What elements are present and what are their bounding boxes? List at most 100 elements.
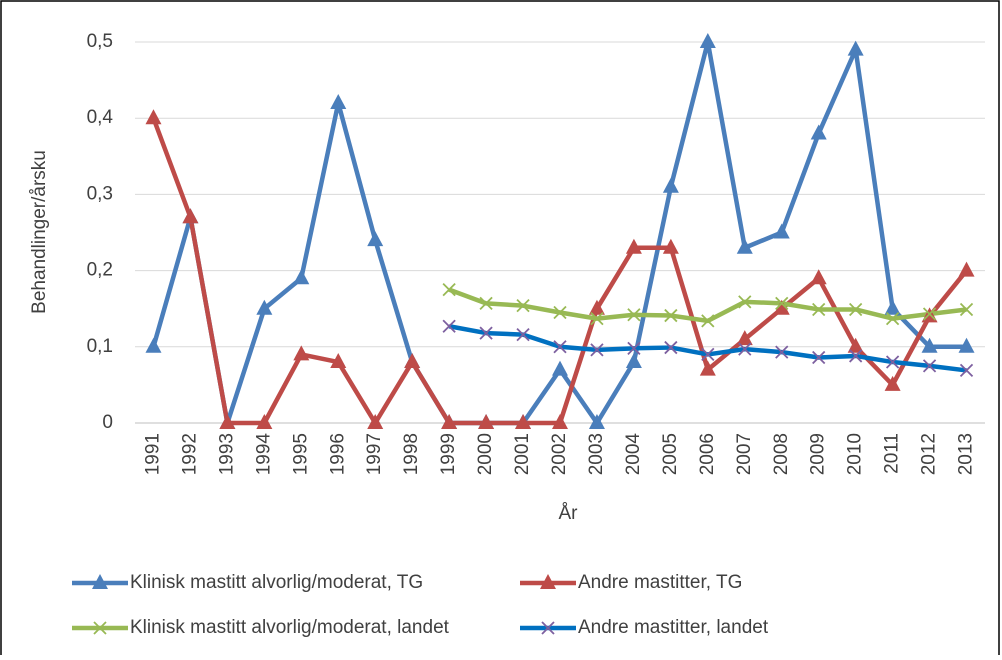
data-point [884, 375, 901, 391]
data-point [849, 302, 863, 317]
x-tick-label: 2011 [882, 433, 903, 474]
x-tick-label: 2006 [697, 433, 718, 475]
x-tick-label: 1997 [364, 433, 385, 475]
data-point [293, 345, 310, 361]
data-point [588, 414, 605, 429]
x-tick-label: 2004 [623, 433, 644, 476]
data-point [699, 33, 716, 48]
x-tick-label: 1992 [179, 433, 200, 475]
legend-marker [541, 621, 555, 635]
x-axis-label: År [559, 503, 579, 524]
data-point [442, 283, 456, 297]
x-tick-label: 2000 [475, 433, 496, 475]
y-tick-label: 0,3 [87, 183, 113, 204]
data-point [736, 238, 753, 254]
data-point [219, 414, 236, 429]
x-tick-label: 2002 [549, 433, 570, 475]
data-point [664, 308, 678, 323]
x-tick-label: 1995 [290, 433, 311, 475]
legend-label: Andre mastitter, TG [578, 572, 742, 593]
data-point [515, 414, 532, 429]
y-axis-label: Behandlinger/årsku [29, 150, 50, 314]
data-point [775, 345, 789, 359]
data-point [479, 326, 493, 340]
data-point [552, 414, 568, 429]
data-point [701, 347, 715, 362]
data-point [256, 299, 273, 315]
data-point [810, 269, 827, 285]
data-point [849, 349, 863, 363]
data-point [330, 353, 347, 369]
data-point [293, 269, 310, 285]
legend-label: Klinisk mastitt alvorlig/moderat, TG [130, 572, 423, 593]
data-point [884, 299, 901, 315]
x-tick-label: 2007 [734, 433, 755, 475]
data-point [553, 340, 567, 354]
data-point [699, 360, 716, 376]
y-tick-label: 0 [102, 412, 113, 433]
x-tick-label: 2008 [771, 433, 792, 475]
data-point [662, 238, 679, 254]
data-point [590, 311, 604, 326]
data-point [516, 327, 530, 342]
x-tick-label: 2013 [956, 433, 977, 475]
x-tick-label: 2005 [660, 433, 681, 475]
x-tick-label: 1994 [253, 433, 274, 476]
data-point [775, 296, 789, 311]
data-point [921, 337, 938, 353]
data-point [479, 296, 493, 311]
legend-marker [93, 621, 107, 635]
data-point [553, 305, 567, 320]
y-tick-label: 0,5 [87, 31, 113, 52]
data-point [958, 261, 975, 277]
data-point [662, 177, 679, 193]
data-point [959, 363, 974, 378]
x-tick-label: 2003 [586, 433, 607, 475]
data-point [182, 208, 199, 224]
data-point [736, 330, 753, 346]
data-point [625, 353, 642, 369]
y-tick-label: 0,2 [87, 260, 113, 281]
data-point [588, 299, 605, 315]
data-point [367, 231, 384, 247]
x-tick-label: 1998 [401, 433, 422, 475]
data-point [922, 307, 937, 321]
legend-label: Andre mastitter, landet [578, 617, 769, 638]
x-tick-label: 1996 [327, 433, 348, 475]
data-point [478, 414, 495, 429]
x-tick-label: 2010 [845, 433, 866, 475]
data-point [701, 314, 715, 328]
data-point [590, 343, 604, 357]
data-point [812, 302, 826, 317]
x-tick-label: 1993 [216, 433, 237, 475]
legend-marker [92, 574, 108, 589]
data-point [773, 223, 790, 239]
data-point [847, 40, 864, 56]
data-point [773, 299, 790, 315]
data-point [627, 308, 641, 322]
data-point [330, 93, 347, 109]
x-tick-label: 2001 [512, 433, 533, 475]
data-point [847, 337, 864, 353]
data-point [810, 124, 827, 140]
data-point [812, 350, 826, 365]
data-point [625, 238, 642, 254]
data-point [885, 355, 900, 369]
data-point [738, 342, 752, 356]
y-tick-label: 0,4 [87, 107, 114, 128]
data-point [552, 360, 568, 376]
data-point [145, 337, 162, 353]
x-tick-label: 1991 [142, 433, 163, 475]
x-tick-label: 2012 [919, 433, 940, 475]
data-point [664, 340, 678, 355]
y-tick-label: 0,1 [87, 336, 113, 357]
x-tick-label: 2009 [808, 433, 829, 475]
x-tick-label: 1999 [438, 433, 459, 475]
data-point [256, 414, 273, 429]
data-point [442, 319, 456, 333]
data-point [922, 359, 937, 373]
data-point [516, 299, 530, 313]
